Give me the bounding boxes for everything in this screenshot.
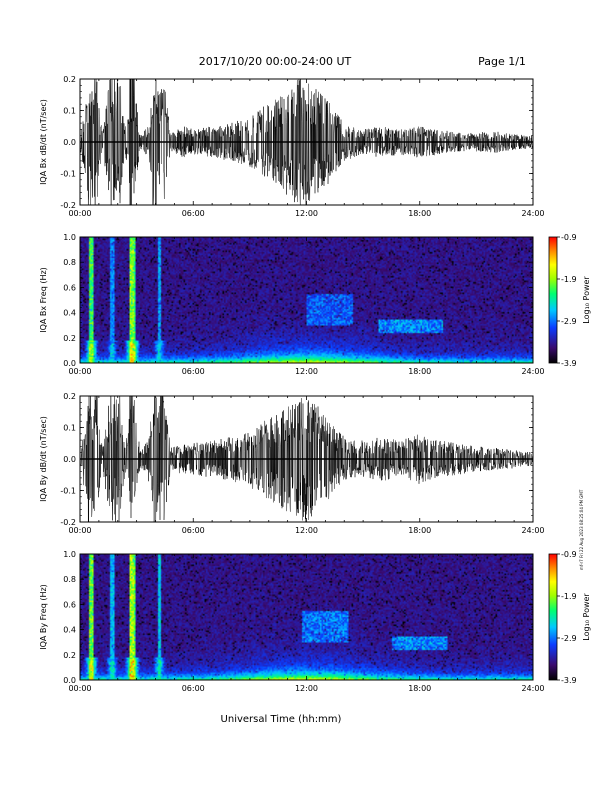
y-tick-label: 0.2 — [63, 334, 76, 343]
y-tick-label: 1.0 — [63, 233, 76, 242]
y-tick-label: 0.6 — [63, 283, 76, 292]
x-tick-label: 06:00 — [182, 684, 205, 693]
panel-bx-freq: -0.9 -1.9 -2.9 -3.9 Log₁₀ Power 1.0 0.8 0.6 0.4 0… — [39, 233, 591, 376]
panels: 0.2 0.1 0.0 -0.1 -0.2 IQA Bx dB/dt (nT/sec) 00… — [39, 75, 591, 693]
panel-bx-dbdt: 0.2 0.1 0.0 -0.1 -0.2 IQA Bx dB/dt (nT/sec) 00… — [39, 75, 545, 218]
y-tick-label: 0.8 — [63, 575, 76, 584]
waveform-group — [80, 396, 533, 522]
y-tick-label: 0.4 — [63, 309, 76, 318]
y-axis-label: IQA Bx dB/dt (nT/sec) — [39, 99, 48, 185]
colorbar — [548, 553, 558, 681]
plot-date-range: 2017/10/20 00:00-24:00 UT — [199, 55, 352, 68]
y-tick-label: 0.2 — [63, 75, 76, 84]
y-axis-label: IQA By dB/dt (nT/sec) — [39, 416, 48, 502]
colorbar-label: Log₁₀ Power — [582, 593, 591, 641]
x-tick-label: 18:00 — [408, 367, 431, 376]
x-tick-label: 12:00 — [295, 209, 318, 218]
colorbar-tick-label: -1.9 — [561, 275, 577, 284]
page-number: Page 1/1 — [478, 55, 526, 68]
waveform-group — [80, 79, 533, 205]
x-tick-label: 06:00 — [182, 209, 205, 218]
x-tick-label: 00:00 — [68, 209, 91, 218]
y-tick-label: 0.2 — [63, 392, 76, 401]
y-tick-label: 0.4 — [63, 626, 76, 635]
x-tick-label: 24:00 — [521, 209, 544, 218]
x-tick-label: 18:00 — [408, 684, 431, 693]
colorbar-tick-label: -3.9 — [561, 676, 577, 685]
waveform-series — [80, 79, 533, 205]
y-axis-label: IQA Bx Freq (Hz) — [39, 267, 48, 333]
side-stamp: mf-r7 Fri 22 Aug 2023 08:25:04 PM GMT — [579, 489, 584, 570]
colorbar-tick-label: -3.9 — [561, 359, 577, 368]
y-tick-label: 0.0 — [63, 676, 76, 685]
colorbar-label: Log₁₀ Power — [582, 276, 591, 324]
y-tick-label: 0.0 — [63, 138, 76, 147]
x-tick-label: 18:00 — [408, 209, 431, 218]
y-tick-label: -0.1 — [60, 170, 76, 179]
colorbar-tick-label: -2.9 — [561, 634, 577, 643]
colorbar-tick-label: -0.9 — [561, 233, 577, 242]
colorbar-tick-label: -1.9 — [561, 592, 577, 601]
y-axis-label: IQA By Freq (Hz) — [39, 584, 48, 650]
panel-by-dbdt: 0.2 0.1 0.0 -0.1 -0.2 IQA By dB/dt (nT/sec) 00… — [39, 392, 545, 535]
x-tick-label: 06:00 — [182, 367, 205, 376]
y-tick-label: 0.2 — [63, 651, 76, 660]
y-tick-label: -0.2 — [60, 518, 76, 527]
y-tick-label: 0.0 — [63, 359, 76, 368]
x-tick-label: 00:00 — [68, 526, 91, 535]
spectrogram-image — [80, 237, 533, 363]
y-tick-label: 0.0 — [63, 455, 76, 464]
x-tick-label: 00:00 — [68, 684, 91, 693]
x-tick-label: 12:00 — [295, 684, 318, 693]
x-tick-label: 18:00 — [408, 526, 431, 535]
spectrogram-image — [80, 554, 533, 680]
y-tick-label: 0.1 — [63, 107, 76, 116]
x-tick-label: 06:00 — [182, 526, 205, 535]
y-tick-label: 0.1 — [63, 424, 76, 433]
x-tick-label: 24:00 — [521, 684, 544, 693]
y-tick-label: -0.2 — [60, 201, 76, 210]
y-tick-label: 0.6 — [63, 600, 76, 609]
y-tick-label: -0.1 — [60, 487, 76, 496]
x-tick-label: 12:00 — [295, 526, 318, 535]
colorbar-tick-label: -2.9 — [561, 317, 577, 326]
colorbar-tick-label: -0.9 — [561, 550, 577, 559]
x-tick-label: 00:00 — [68, 367, 91, 376]
panel-by-freq: -0.9 -1.9 -2.9 -3.9 Log₁₀ Power 1.0 0.8 0.6 0.4 0… — [39, 550, 591, 693]
waveform-series — [80, 396, 533, 522]
x-axis-title: Universal Time (hh:mm) — [221, 714, 342, 725]
x-tick-label: 12:00 — [295, 367, 318, 376]
y-tick-label: 1.0 — [63, 550, 76, 559]
x-tick-label: 24:00 — [521, 526, 544, 535]
x-tick-label: 24:00 — [521, 367, 544, 376]
y-tick-label: 0.8 — [63, 258, 76, 267]
colorbar — [548, 236, 558, 364]
